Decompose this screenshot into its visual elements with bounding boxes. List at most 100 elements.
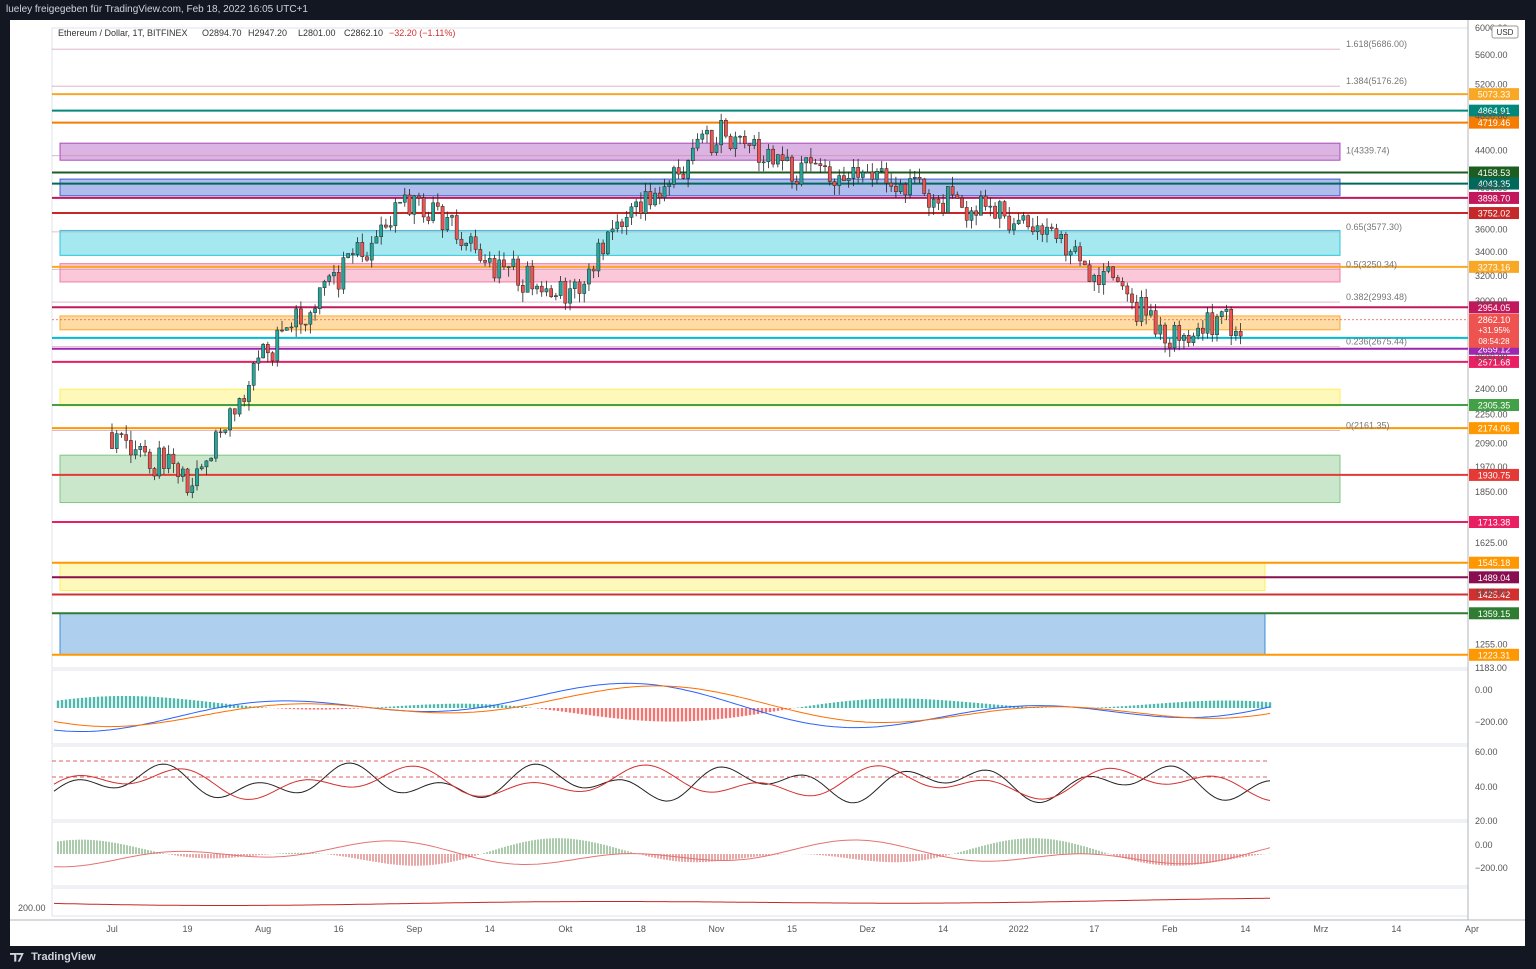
candle <box>237 397 242 417</box>
candle-body <box>393 202 398 226</box>
macd-bar <box>556 708 560 712</box>
candle-body <box>894 186 898 193</box>
candle <box>317 287 322 315</box>
candle-body <box>690 147 695 162</box>
macd-bar <box>652 708 656 722</box>
candle <box>242 394 247 407</box>
macd-bar <box>1148 704 1152 708</box>
candle-body <box>265 344 270 354</box>
x-tick-17: 14 <box>1391 924 1401 934</box>
candle <box>879 160 884 174</box>
candle <box>648 183 653 210</box>
macd-bar <box>1228 700 1232 708</box>
candle <box>1125 282 1130 302</box>
level-label-bg-20 <box>1469 648 1519 661</box>
candle <box>1016 213 1021 226</box>
macd-bar <box>1016 706 1020 708</box>
candle <box>355 237 360 258</box>
candle <box>714 136 719 156</box>
candle-body <box>450 215 454 218</box>
macd-bar <box>104 696 108 708</box>
candle <box>180 466 185 482</box>
candle-body <box>1158 324 1163 335</box>
candle <box>199 463 204 471</box>
macd-bar <box>572 708 576 714</box>
x-tick-6: Okt <box>558 924 573 934</box>
macd-bar <box>100 696 104 708</box>
candle-body <box>875 170 879 180</box>
candle-body <box>1007 215 1012 231</box>
macd-bar <box>936 699 940 708</box>
candle <box>190 477 195 499</box>
y-tick-1: 5600.00 <box>1475 50 1508 60</box>
macd-bar <box>1168 702 1172 708</box>
macd-bar <box>1108 706 1112 708</box>
fib-label-4: 0.5(3250.34) <box>1346 260 1397 270</box>
tradingview-logo[interactable]: TradingView <box>10 946 96 969</box>
level-label-11: 2571.68 <box>1478 357 1511 367</box>
macd-bar <box>236 705 240 708</box>
candle <box>591 265 596 279</box>
candle-body <box>317 287 322 309</box>
candle-body <box>237 398 242 415</box>
level-label-1: 4864.91 <box>1478 106 1511 116</box>
candle <box>497 250 502 284</box>
candle-body <box>724 119 728 137</box>
macd-bar <box>208 701 212 708</box>
candle <box>889 173 894 192</box>
macd-bar <box>1156 703 1160 708</box>
macd-bar <box>880 698 884 708</box>
macd-bar <box>216 702 220 708</box>
candle <box>336 265 341 298</box>
candle-body <box>1115 277 1120 282</box>
candle-body <box>1215 316 1219 336</box>
zone-6 <box>59 454 1341 504</box>
macd-bar <box>1036 707 1040 708</box>
signal-line <box>53 685 1271 728</box>
candle-body <box>435 202 440 207</box>
candle-body <box>601 242 605 255</box>
macd-bar <box>456 703 460 708</box>
candle <box>757 131 761 172</box>
x-tick-11: 14 <box>938 924 948 934</box>
level-label-7: 3273.16 <box>1478 262 1511 272</box>
header-high: H2947.20 <box>248 28 287 38</box>
candle <box>133 440 138 460</box>
macd-bar <box>1124 705 1128 708</box>
chart-container[interactable]: 5073.33 4864.91 4719.46 4158.53 4043.35 3898.… <box>10 20 1525 946</box>
macd-bar <box>288 708 292 710</box>
macd-bar <box>352 708 356 709</box>
candle <box>752 135 757 150</box>
candle <box>842 166 846 181</box>
macd-bar <box>744 708 748 716</box>
candle <box>884 162 889 193</box>
candle <box>974 205 979 226</box>
candle-body <box>1054 228 1059 239</box>
candle <box>270 351 275 366</box>
macd-bar <box>584 708 588 715</box>
macd-bar <box>1020 706 1024 708</box>
candle-body <box>516 258 520 286</box>
level-label-8: 2954.05 <box>1478 303 1511 313</box>
macd-bar <box>708 708 712 720</box>
candle-body <box>530 265 535 290</box>
osc-tick-0: 0.00 <box>1475 840 1493 850</box>
candle <box>393 198 398 233</box>
macd-bar <box>404 705 408 708</box>
candle-body <box>832 181 837 186</box>
macd-bar <box>296 708 300 710</box>
candle <box>265 341 270 363</box>
y-tick-13: 2250.00 <box>1475 410 1508 420</box>
macd-bar <box>480 704 484 708</box>
macd-bar <box>772 708 776 712</box>
macd-bar <box>672 708 676 722</box>
macd-bar <box>148 696 152 708</box>
candle-body <box>639 201 643 214</box>
macd-bar <box>872 699 876 708</box>
candle-body <box>360 242 365 258</box>
candle-body <box>124 434 129 441</box>
macd-bar <box>1252 701 1256 708</box>
macd-bar <box>408 705 412 708</box>
candle-body <box>922 178 927 194</box>
